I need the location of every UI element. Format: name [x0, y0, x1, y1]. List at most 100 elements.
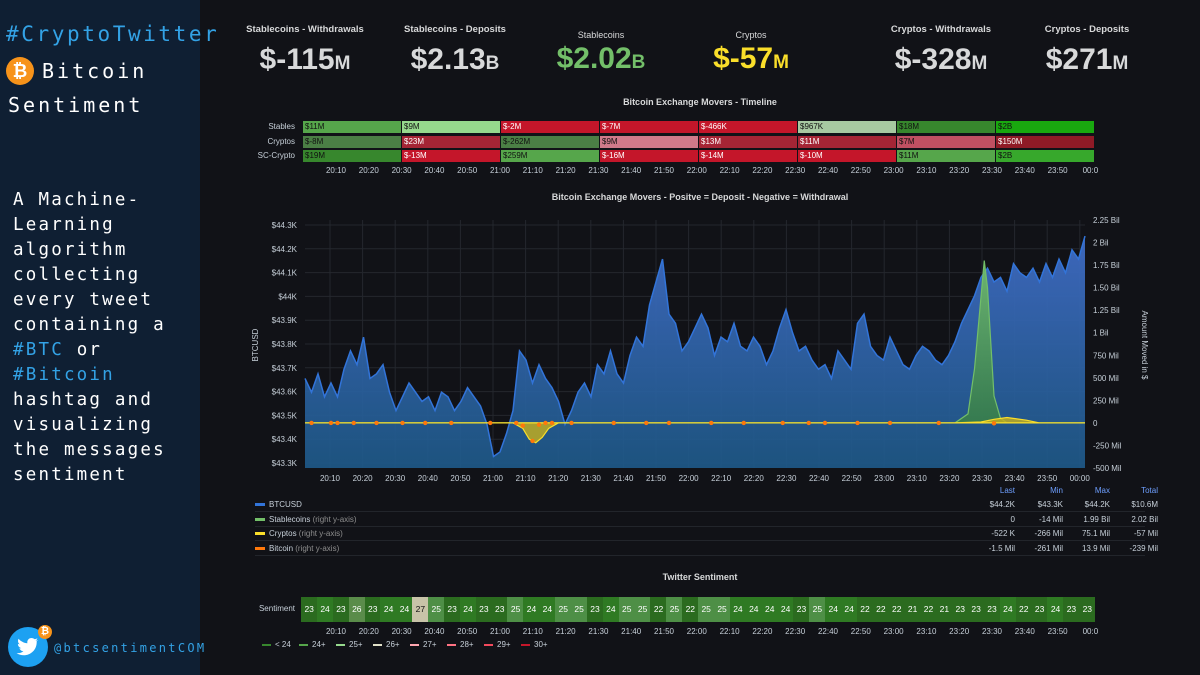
x-tick-label: 22:20 — [744, 474, 765, 483]
twitter-handle-link[interactable]: @btcsentimentCOM — [54, 641, 207, 655]
sentiment-cell: 25 — [570, 597, 588, 622]
timeline-cell: $-8M — [303, 135, 401, 148]
chart-title: Bitcoin Exchange Movers - Positve = Depo… — [551, 192, 849, 202]
timeline-tick: 23:30 — [981, 166, 1003, 175]
legend-row[interactable]: Bitcoin (right y-axis) -1.5 Mil -261 Mil 13… — [255, 542, 1158, 556]
hashtag-title: #CryptoTwitter — [6, 22, 220, 46]
sentiment-tick: 21:00 — [489, 627, 511, 636]
bitcoin-point — [374, 420, 379, 426]
timeline-row-label: SC-Crypto — [257, 151, 295, 160]
stat-label: Stablecoins - Withdrawals — [246, 24, 364, 35]
legend-header-min[interactable]: Min — [1050, 486, 1063, 495]
x-tick-label: 23:30 — [972, 474, 993, 483]
sentiment-cell: 26 — [348, 597, 365, 622]
legend-swatch — [255, 503, 265, 507]
exchange-movers-chart: $44.3K $44.2K $44.1K $44K $43.9K $43.8K $43.7K… — [200, 205, 1200, 495]
x-tick-label: 23:00 — [874, 474, 895, 483]
sentiment-legend-item[interactable]: 24+ — [299, 640, 326, 649]
timeline-tick: 20:10 — [325, 166, 347, 175]
brand-line2: Sentiment — [8, 93, 144, 117]
timeline-tick: 21:30 — [588, 166, 609, 175]
y2-axis-title: Amount Moved in $ — [1140, 311, 1149, 380]
cryptos-area — [305, 416, 1085, 444]
x-tick-label: 20:50 — [450, 474, 471, 483]
sentiment-tick: 22:20 — [752, 627, 773, 636]
y2-tick-label: 0 — [1093, 419, 1098, 428]
sentiment-cell: 22 — [888, 597, 905, 622]
sentiment-cell: 23 — [364, 597, 381, 622]
sentiment-cell: 23 — [491, 597, 508, 622]
sentiment-cell: 23 — [793, 597, 810, 622]
stat-unit: M — [773, 52, 789, 73]
x-tick-label: 20:30 — [385, 474, 406, 483]
sentiment-legend-item[interactable]: 25+ — [336, 640, 363, 649]
legend-row[interactable]: BTCUSD $44.2K $43.3K $44.2K $10.6M — [255, 498, 1158, 512]
timeline-tick: 21:40 — [621, 166, 642, 175]
timeline-tick: 21:50 — [653, 166, 675, 175]
timeline-cell: $11M — [897, 150, 995, 162]
timeline-cell: $7M — [897, 135, 995, 148]
timeline-tick: 22:20 — [752, 166, 773, 175]
x-tick-label: 21:20 — [548, 474, 569, 483]
timeline-cell: $11M — [798, 135, 896, 148]
bitcoin-point — [936, 420, 941, 426]
bitcoin-point — [887, 420, 893, 426]
legend-series-name[interactable]: Bitcoin (right y-axis) — [255, 544, 339, 553]
bitcoin-point — [400, 420, 405, 426]
bitcoin-point — [855, 420, 860, 426]
stat-unit: M — [971, 53, 988, 74]
y2-tick-label: 1 Bil — [1093, 329, 1109, 338]
timeline-cell: $2B — [996, 121, 1094, 133]
description: A Machine-Learning algorithm collecting … — [13, 188, 193, 488]
legend-row[interactable]: Stablecoins (right y-axis) 0 -14 Mil 1.99 B… — [255, 513, 1158, 527]
legend-header-last[interactable]: Last — [999, 486, 1015, 495]
bitcoin-point — [644, 420, 649, 426]
stat-value: $2.13B — [380, 43, 530, 77]
sentiment-legend-swatch — [299, 643, 308, 646]
sentiment-tick: 22:00 — [686, 627, 707, 636]
legend-value: -57 Mil — [1133, 529, 1158, 538]
legend-series-name[interactable]: BTCUSD — [255, 500, 302, 509]
timeline-row-label: Stables — [268, 122, 295, 131]
sentiment-cell: 23 — [332, 597, 350, 622]
stat-unit: B — [631, 52, 646, 73]
legend-label: Bitcoin — [269, 543, 294, 553]
y-tick-label: $43.3K — [272, 459, 298, 468]
sentiment-cell: 23 — [983, 597, 1001, 622]
sentiment-cell: 25 — [713, 597, 731, 622]
sentiment-legend-item[interactable]: 28+ — [447, 640, 474, 649]
sentiment-tick: 20:10 — [325, 627, 347, 636]
sentiment-legend-item[interactable]: 27+ — [410, 640, 437, 649]
legend-value: 13.9 Mil — [1081, 543, 1110, 553]
timeline-cell: $-7M — [600, 121, 698, 133]
legend-label: Stablecoins — [269, 514, 311, 524]
sentiment-cell: 25 — [698, 597, 715, 622]
timeline-tick: 20:50 — [457, 166, 478, 175]
legend-row[interactable]: Cryptos (right y-axis) -522 K -266 Mil 75.1… — [255, 527, 1158, 541]
x-tick-label: 23:50 — [1037, 474, 1058, 483]
timeline-tick: 21:20 — [555, 166, 576, 175]
sentiment-legend-item[interactable]: < 24 — [262, 640, 291, 649]
x-tick-label: 22:50 — [842, 474, 863, 483]
bitcoin-point — [328, 420, 334, 426]
legend-header-max[interactable]: Max — [1094, 486, 1110, 495]
sentiment-legend-item[interactable]: 29+ — [484, 640, 511, 649]
stat-3: Stablecoins $2.02B — [526, 30, 676, 76]
chart-svg: $44.3K $44.2K $44.1K $44K $43.9K $43.8K $43.7K… — [251, 216, 1149, 483]
legend-header-total[interactable]: Total — [1141, 486, 1158, 495]
sentiment-cell: 25 — [555, 597, 572, 622]
desc-text-3: hashtag and visualizing the messages sen… — [13, 390, 166, 485]
sentiment-tick: 20:20 — [358, 627, 379, 636]
legend-series-name[interactable]: Cryptos (right y-axis) — [255, 529, 343, 538]
legend-series-name[interactable]: Stablecoins (right y-axis) — [255, 515, 357, 524]
sentiment-legend-item[interactable]: 26+ — [373, 640, 400, 649]
y2-tick-label: 250 Mil — [1093, 396, 1119, 405]
x-tick-label: 23:20 — [939, 474, 960, 483]
y-tick-label: $43.6K — [272, 388, 298, 397]
sentiment-legend-item[interactable]: 30+ — [521, 640, 548, 649]
sentiment-cell: 24 — [523, 597, 540, 622]
twitter-logo-icon[interactable]: ₿ — [8, 625, 52, 667]
sentiment-cell: 23 — [475, 597, 493, 622]
stat-number: $2.13 — [410, 43, 486, 76]
x-tick-label: 20:10 — [320, 474, 341, 483]
